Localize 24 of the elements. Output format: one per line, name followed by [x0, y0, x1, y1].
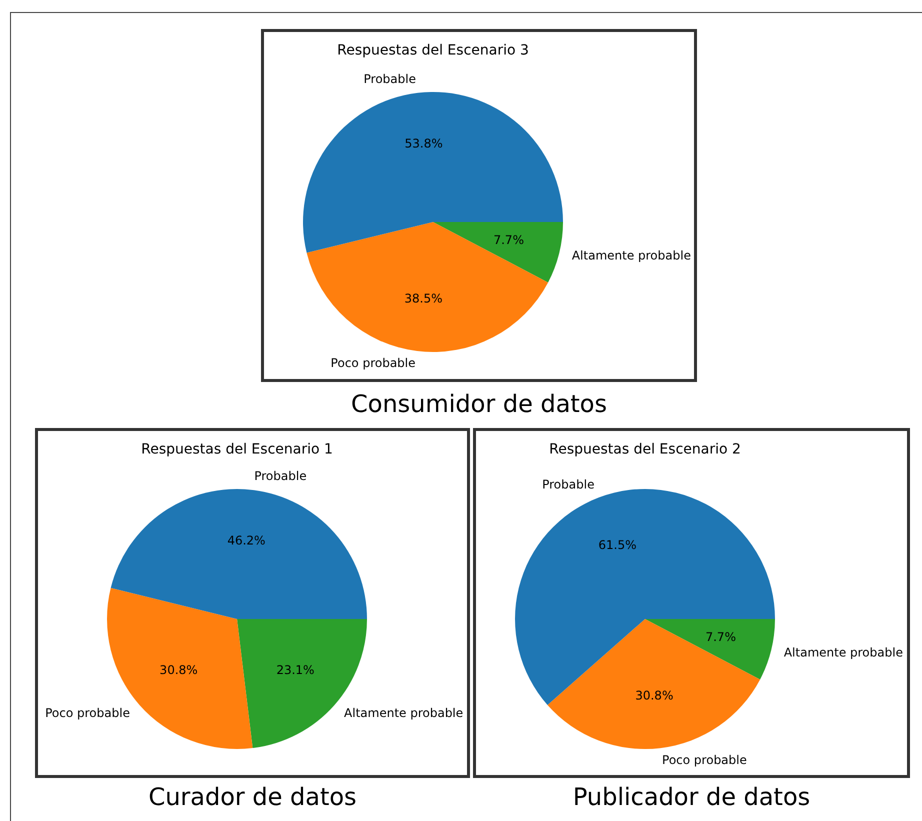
text: Publicador de datos [572, 783, 812, 811]
text: Consumidor de datos [350, 390, 608, 418]
chart-title: Respuestas del Escenario 2 [549, 442, 741, 458]
data-label: 46.2% [227, 534, 266, 548]
data-label: 38.5% [404, 292, 443, 306]
data-label: 7.7% [705, 630, 736, 644]
slice-label: Altamente probable [784, 645, 903, 660]
data-label: 7.7% [493, 232, 524, 247]
data-label: 53.8% [404, 136, 443, 151]
chart-title: Respuestas del Escenario 1 [141, 442, 333, 458]
slice-label: Poco probable [662, 753, 747, 768]
data-label: 23.1% [276, 662, 314, 677]
text: Curador de datos [147, 783, 358, 811]
data-label: 30.8% [635, 688, 674, 703]
slice-label: Probable [364, 72, 416, 86]
chart-title: Respuestas del Escenario 3 [337, 42, 529, 59]
slice-label: Probable [542, 477, 594, 492]
slice-label: Altamente probable [572, 248, 691, 262]
slice-label: Poco probable [330, 356, 416, 370]
slice-label: Poco probable [45, 706, 130, 720]
data-label: 30.8% [160, 662, 198, 677]
data-label: 61.5% [598, 538, 636, 552]
slice-label: Probable [254, 469, 307, 484]
slice-label: Altamente probable [344, 706, 464, 720]
